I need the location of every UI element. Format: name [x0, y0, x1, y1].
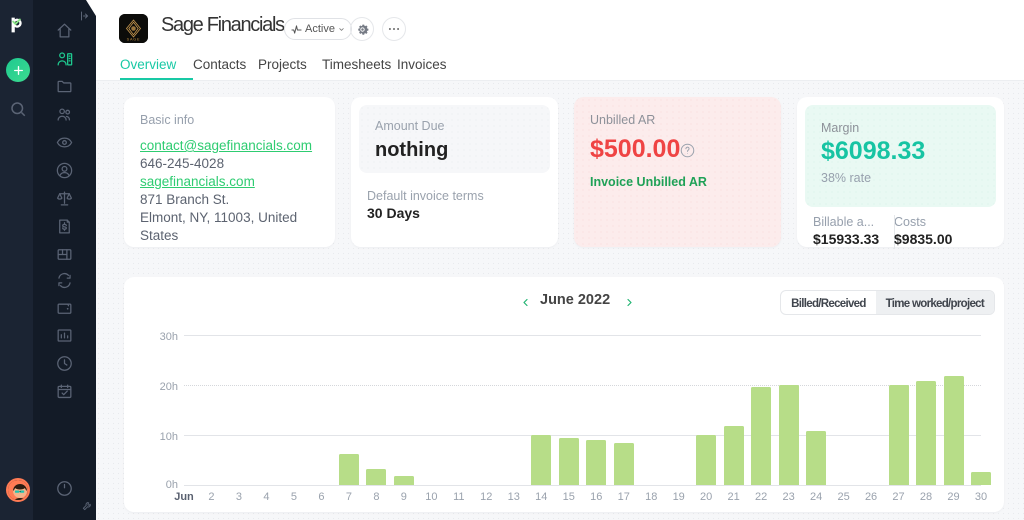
svg-text:SAGE: SAGE [127, 37, 141, 41]
